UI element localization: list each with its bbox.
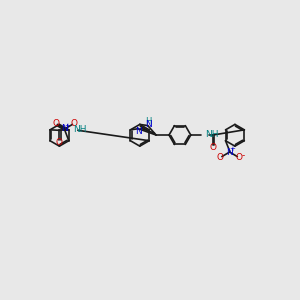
Text: +: + bbox=[65, 123, 70, 129]
Text: O: O bbox=[236, 153, 243, 162]
Text: H: H bbox=[145, 117, 152, 126]
Text: O: O bbox=[71, 118, 78, 127]
Text: NH: NH bbox=[205, 130, 218, 139]
Text: N: N bbox=[135, 128, 142, 136]
Text: O: O bbox=[216, 153, 224, 162]
Text: O: O bbox=[209, 143, 216, 152]
Text: N: N bbox=[145, 120, 152, 129]
Text: N: N bbox=[226, 148, 233, 157]
Text: N: N bbox=[61, 124, 68, 134]
Text: NH: NH bbox=[74, 125, 87, 134]
Text: -: - bbox=[242, 152, 245, 160]
Text: O: O bbox=[52, 118, 59, 127]
Text: O: O bbox=[56, 139, 63, 148]
Text: +: + bbox=[230, 146, 236, 152]
